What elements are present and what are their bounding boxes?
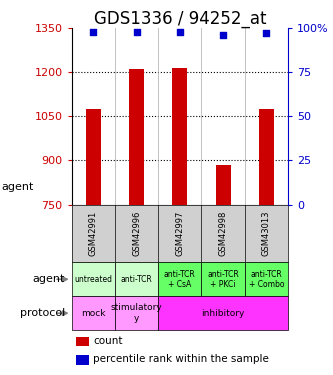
Text: anti-TCR
+ PKCi: anti-TCR + PKCi xyxy=(207,270,239,289)
Bar xyxy=(215,165,231,205)
Bar xyxy=(129,69,144,205)
Bar xyxy=(158,262,201,296)
Text: anti-TCR: anti-TCR xyxy=(121,275,153,284)
Text: count: count xyxy=(93,336,123,346)
Point xyxy=(177,28,182,34)
Bar xyxy=(115,296,158,330)
Text: GSM42998: GSM42998 xyxy=(218,211,228,256)
Text: GSM42996: GSM42996 xyxy=(132,211,141,256)
Bar xyxy=(201,262,245,296)
Text: anti-TCR
+ Combo: anti-TCR + Combo xyxy=(249,270,284,289)
Point xyxy=(91,28,96,34)
Bar xyxy=(76,336,89,346)
Text: untreated: untreated xyxy=(74,275,112,284)
Point xyxy=(264,30,269,36)
Bar xyxy=(115,262,158,296)
Bar xyxy=(158,296,288,330)
Text: percentile rank within the sample: percentile rank within the sample xyxy=(93,354,269,364)
Bar xyxy=(72,262,115,296)
Text: anti-TCR
+ CsA: anti-TCR + CsA xyxy=(164,270,196,289)
Point xyxy=(220,32,226,38)
Text: agent: agent xyxy=(33,274,65,284)
Text: mock: mock xyxy=(81,309,106,318)
Text: stimulatory
y: stimulatory y xyxy=(111,303,163,323)
Title: GDS1336 / 94252_at: GDS1336 / 94252_at xyxy=(94,10,266,28)
Text: protocol: protocol xyxy=(20,308,65,318)
Bar xyxy=(86,109,101,205)
Bar xyxy=(172,68,187,205)
Bar xyxy=(76,355,89,364)
Text: GSM43013: GSM43013 xyxy=(262,211,271,256)
Bar xyxy=(259,109,274,205)
Point xyxy=(134,28,139,34)
Bar xyxy=(72,296,115,330)
Bar xyxy=(245,262,288,296)
Text: GSM42997: GSM42997 xyxy=(175,211,184,256)
Text: agent: agent xyxy=(2,183,34,192)
Text: inhibitory: inhibitory xyxy=(201,309,245,318)
Text: GSM42991: GSM42991 xyxy=(89,211,98,256)
